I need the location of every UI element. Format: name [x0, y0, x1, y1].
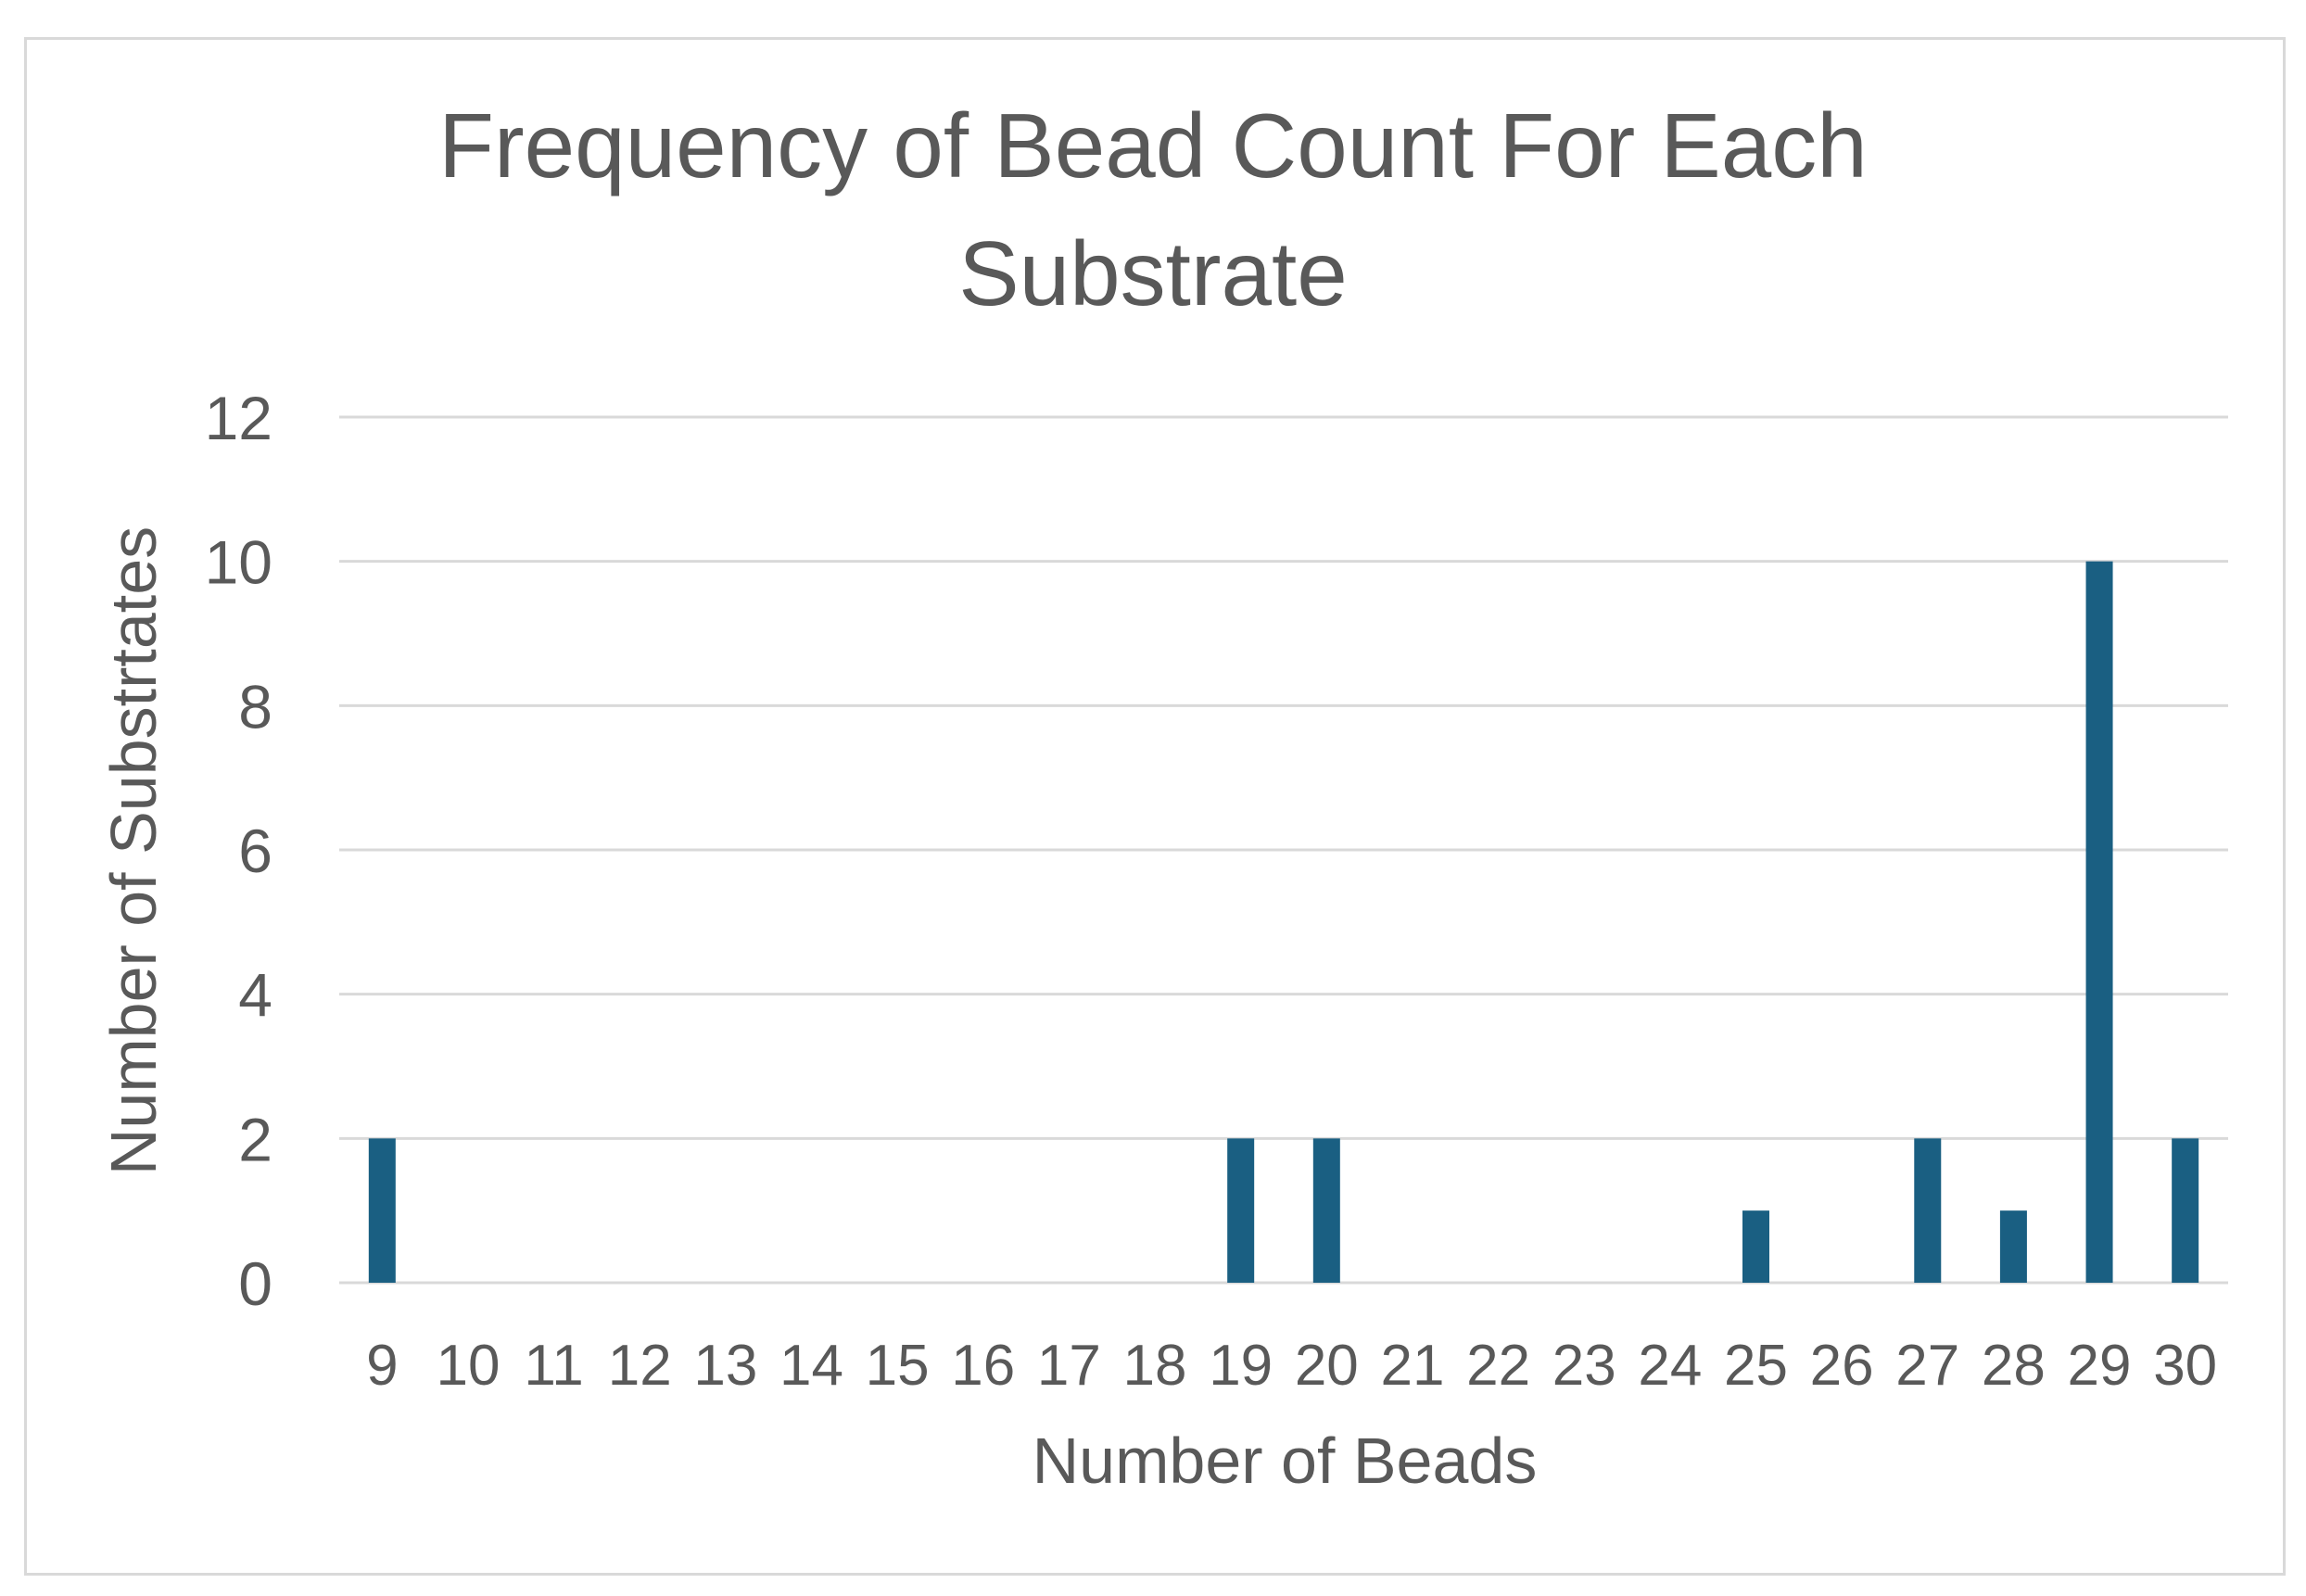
x-tick-label: 24 [1638, 1334, 1702, 1398]
x-tick-label: 21 [1380, 1334, 1444, 1398]
x-tick-label: 22 [1466, 1334, 1530, 1398]
y-axis-label: Number of Substrtates [97, 526, 170, 1175]
bar-19 [1227, 1138, 1255, 1283]
x-tick-label: 13 [693, 1334, 757, 1398]
x-tick-label: 17 [1037, 1334, 1101, 1398]
x-axis-tick-labels: 9 10 11 12 13 14 15 16 17 18 19 20 21 22 23 24 25 26 27 28 2… [366, 1334, 2217, 1398]
x-tick-label: 30 [2153, 1334, 2217, 1398]
bar-25 [1742, 1210, 1769, 1283]
x-tick-label: 11 [524, 1334, 583, 1398]
y-axis-tick-labels: 0 2 4 6 8 10 12 [205, 384, 272, 1318]
x-tick-label: 28 [1982, 1334, 2046, 1398]
x-tick-label: 29 [2068, 1334, 2132, 1398]
x-tick-label: 18 [1123, 1334, 1187, 1398]
x-tick-label: 26 [1810, 1334, 1874, 1398]
x-tick-label: 20 [1295, 1334, 1359, 1398]
y-tick-label: 10 [205, 528, 272, 597]
x-tick-label: 15 [866, 1334, 930, 1398]
x-tick-label: 23 [1552, 1334, 1616, 1398]
bar-30 [2172, 1138, 2199, 1283]
y-tick-label: 0 [238, 1249, 272, 1318]
y-tick-label: 6 [238, 817, 272, 885]
x-tick-label: 12 [608, 1334, 672, 1398]
x-tick-label: 10 [436, 1334, 500, 1398]
bar-20 [1312, 1138, 1340, 1283]
gridlines [339, 415, 2228, 1285]
chart-title-line-2: Substrate [958, 222, 1348, 324]
bar-28 [1999, 1210, 2027, 1283]
x-tick-label: 27 [1895, 1334, 1959, 1398]
chart-title-line-1: Frequency of Bead Count For Each [438, 95, 1868, 196]
x-tick-label: 16 [951, 1334, 1015, 1398]
y-tick-label: 2 [238, 1105, 272, 1173]
x-tick-label: 14 [779, 1334, 843, 1398]
bar-29 [2085, 561, 2113, 1283]
x-axis-label: Number of Beads [1033, 1425, 1538, 1497]
x-tick-label: 19 [1209, 1334, 1273, 1398]
bar-9 [368, 1138, 396, 1283]
chart-frame [24, 37, 2286, 1576]
x-tick-label: 25 [1724, 1334, 1788, 1398]
bar-27 [1914, 1138, 1942, 1283]
y-tick-label: 12 [205, 384, 272, 452]
bars [368, 561, 2199, 1283]
y-tick-label: 8 [238, 672, 272, 741]
y-tick-label: 4 [238, 961, 272, 1030]
x-tick-label: 9 [366, 1334, 398, 1398]
